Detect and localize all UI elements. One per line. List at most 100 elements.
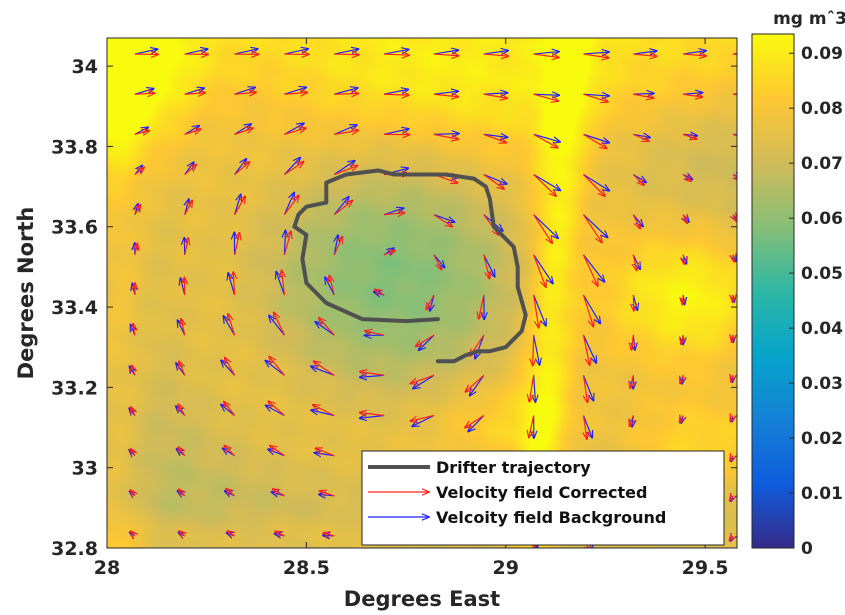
corrected-vector: [465, 374, 485, 392]
corrected-vector: [185, 238, 188, 255]
colorbar-tick-label: 0.05: [801, 264, 843, 284]
corrected-vector: [184, 200, 192, 215]
corrected-vector: [426, 294, 435, 310]
legend-label-background: Velcoity field Background: [436, 508, 666, 527]
colorbar-tick-label: 0.02: [801, 429, 843, 449]
background-vector: [419, 334, 435, 350]
corrected-vector: [334, 130, 358, 134]
background-vector: [360, 375, 385, 377]
background-vector: [234, 49, 258, 55]
corrected-vector: [178, 404, 186, 416]
colorbar-tick-label: 0.08: [801, 99, 843, 119]
corrected-vector: [583, 415, 586, 439]
corrected-vector: [433, 214, 452, 227]
colorbar-gradient: [751, 33, 795, 549]
corrected-vector: [334, 93, 358, 94]
colorbar-tick-label: 0.07: [801, 154, 843, 174]
corrected-vector: [633, 254, 636, 271]
corrected-vector: [135, 243, 138, 255]
x-tick-label: 28: [94, 557, 120, 579]
corrected-vector: [383, 250, 395, 254]
corrected-vector: [365, 331, 385, 335]
background-vector: [223, 316, 236, 336]
corrected-vector: [282, 270, 285, 296]
background-vector: [234, 87, 256, 95]
background-vector: [383, 208, 404, 216]
corrected-vector: [131, 490, 135, 496]
corrected-vector: [633, 54, 657, 56]
background-vector: [533, 52, 559, 54]
corrected-vector: [283, 231, 291, 256]
corrected-vector: [533, 294, 539, 328]
corrected-vector: [333, 237, 342, 256]
background-vector: [632, 254, 640, 269]
corrected-vector: [479, 294, 485, 319]
background-vector: [433, 50, 459, 54]
corrected-vector: [433, 54, 459, 56]
corrected-vector: [730, 456, 733, 461]
corrected-vector: [630, 375, 633, 388]
x-tick-label: 29.5: [682, 557, 729, 579]
corrected-vector: [227, 531, 234, 536]
background-vector: [534, 375, 536, 402]
background-vector: [284, 87, 306, 95]
background-vector: [633, 51, 656, 54]
corrected-vector: [582, 335, 589, 365]
background-vector: [134, 89, 154, 95]
corrected-vector: [184, 129, 201, 135]
background-vector: [483, 50, 508, 54]
corrected-vector: [384, 54, 409, 55]
corrected-vector: [410, 414, 435, 421]
corrected-vector: [465, 414, 485, 427]
corrected-vector: [319, 491, 335, 496]
corrected-vector: [682, 134, 697, 139]
corrected-vector: [583, 375, 587, 402]
corrected-vector: [284, 92, 307, 94]
y-axis: 32.8 33 33.2 33.4 33.6 33.8 34: [51, 56, 737, 560]
corrected-vector: [131, 449, 135, 456]
background-vector: [360, 415, 385, 418]
corrected-vector: [234, 162, 250, 175]
corrected-vector: [134, 167, 144, 176]
y-tick-label: 32.8: [51, 538, 98, 560]
background-vector: [412, 414, 435, 426]
corrected-vector: [483, 54, 509, 56]
background-vector: [221, 360, 236, 376]
background-vector: [383, 129, 409, 135]
corrected-vector: [533, 214, 553, 244]
corrected-vector: [732, 335, 733, 342]
corrected-vector: [224, 446, 236, 457]
corrected-vector: [633, 94, 653, 98]
corrected-vector: [730, 496, 733, 501]
background-vector: [483, 93, 508, 94]
corrected-vector: [433, 94, 458, 97]
background-vector: [583, 52, 609, 54]
corrected-vector: [733, 255, 734, 262]
background-vector: [334, 88, 357, 95]
corrected-vector: [184, 93, 205, 95]
background-vector: [582, 334, 596, 363]
corrected-vector: [384, 213, 404, 215]
corrected-vector: [323, 533, 335, 536]
corrected-vector: [233, 272, 234, 296]
background-vector: [433, 91, 458, 94]
corrected-vector: [225, 357, 236, 376]
background-vector: [284, 49, 308, 55]
corrected-vector: [334, 166, 357, 176]
colorbar-ticks: 0 0.01 0.02 0.03 0.04 0.05 0.06 0.07 0.08 0.09: [789, 44, 843, 559]
corrected-vector: [732, 93, 737, 96]
corrected-vector: [433, 254, 442, 270]
corrected-vector: [268, 401, 285, 416]
background-vector: [333, 161, 355, 176]
y-tick-label: 33: [72, 458, 98, 480]
x-axis-label: Degrees East: [344, 587, 500, 611]
x-axis: 28 28.5 29 29.5: [94, 38, 729, 579]
corrected-vector: [133, 324, 135, 336]
corrected-vector: [733, 215, 736, 221]
corrected-vector: [313, 361, 335, 376]
corrected-vector: [433, 133, 459, 139]
x-tick-label: 28.5: [283, 557, 330, 579]
corrected-vector: [529, 415, 535, 437]
background-vector: [384, 49, 409, 55]
